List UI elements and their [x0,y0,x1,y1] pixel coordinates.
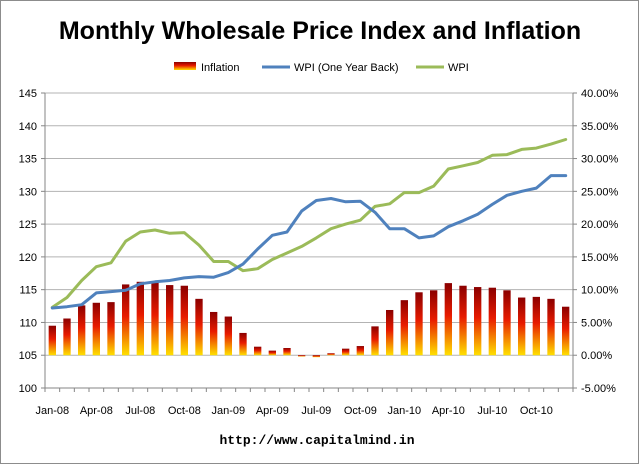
inflation-bar [342,348,350,356]
right-tick-label: 35.00% [581,121,619,133]
inflation-bar [444,283,452,356]
x-tick-label: Oct-08 [168,405,201,417]
inflation-bar [63,318,71,356]
inflation-bar [151,281,159,356]
wpi-line [50,138,568,309]
legend-label-wpi-back: WPI (One Year Back) [294,62,399,74]
inflation-bar [166,285,174,356]
x-tick-label: Jan-09 [212,405,246,417]
left-tick-label: 140 [19,121,37,133]
inflation-bar [459,285,467,356]
inflation-bar [386,309,394,356]
x-tick-label: Jan-08 [36,405,70,417]
inflation-bar [356,346,364,356]
inflation-bar [224,316,232,356]
inflation-bar [327,353,335,356]
left-tick-label: 120 [19,252,37,264]
left-tick-label: 115 [19,285,37,297]
inflation-bar [78,305,86,356]
inflation-bar [122,284,130,356]
left-tick-label: 100 [19,383,37,395]
right-tick-label: 15.00% [581,252,619,264]
x-tick-label: Oct-09 [344,405,377,417]
inflation-bar [268,350,276,356]
inflation-bar [107,302,115,356]
left-tick-label: 135 [19,154,37,166]
inflation-bar [210,311,218,356]
right-tick-label: 0.00% [581,350,612,362]
inflation-bar [195,298,203,356]
inflation-bar [136,281,144,356]
left-tick-label: 125 [19,219,37,231]
right-tick-label: 25.00% [581,186,619,198]
legend: Inflation WPI (One Year Back) WPI [174,62,469,74]
inflation-bar [92,302,100,356]
chart-title: Monthly Wholesale Price Index and Inflat… [59,17,581,45]
inflation-bar [415,292,423,356]
legend-label-wpi: WPI [448,62,469,74]
right-tick-label: 40.00% [581,88,619,100]
inflation-bar [503,290,511,356]
inflation-bar [312,355,320,358]
source-url: http://www.capitalmind.in [219,433,414,448]
inflation-bar [283,348,291,356]
inflation-bar [400,300,408,356]
inflation-bar [298,355,306,357]
x-tick-label: Jul-09 [301,405,331,417]
legend-label-inflation: Inflation [201,62,240,74]
x-tick-label: Jul-08 [125,405,155,417]
x-tick-label: Apr-10 [432,405,465,417]
left-tick-label: 130 [19,186,37,198]
right-tick-label: -5.00% [581,383,616,395]
x-tick-label: Jan-10 [388,405,422,417]
inflation-bar [532,296,540,356]
inflation-bar [48,325,56,356]
left-tick-label: 145 [19,88,37,100]
left-tick-label: 110 [19,317,37,329]
inflation-bar [180,285,188,356]
inflation-bar [371,326,379,356]
left-tick-label: 105 [19,350,37,362]
right-tick-label: 5.00% [581,317,612,329]
inflation-bar [239,332,247,356]
wpi-one-year-back-line [50,174,568,310]
x-tick-label: Apr-08 [80,405,113,417]
right-tick-label: 10.00% [581,285,619,297]
right-tick-label: 30.00% [581,154,619,166]
inflation-bar [547,298,555,356]
legend-swatch-inflation [174,62,196,70]
inflation-bar [518,297,526,356]
x-tick-label: Apr-09 [256,405,289,417]
x-tick-label: Jul-10 [477,405,507,417]
inflation-bar [474,287,482,356]
x-tick-label: Oct-10 [520,405,553,417]
inflation-bar [562,306,570,356]
inflation-bar [430,290,438,356]
inflation-bar [254,346,262,356]
right-tick-label: 20.00% [581,219,619,231]
inflation-bar [488,287,496,356]
